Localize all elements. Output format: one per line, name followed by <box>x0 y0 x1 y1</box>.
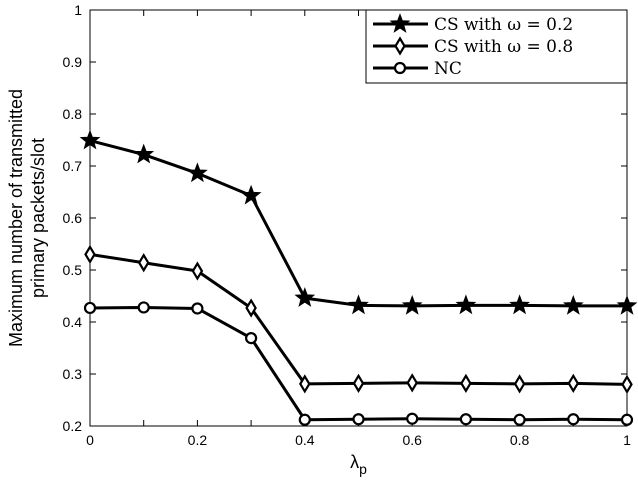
y-axis-label-line2: primary packets/slot <box>28 138 48 298</box>
data-point <box>133 143 155 164</box>
y-tick-label: 0.6 <box>63 210 83 226</box>
data-point <box>406 373 418 393</box>
x-tick-label: 0.2 <box>188 432 208 448</box>
data-point <box>401 294 423 315</box>
data-point <box>459 413 472 426</box>
data-point <box>460 373 472 393</box>
data-point <box>513 413 526 426</box>
x-axis-label-main: λ <box>350 452 359 472</box>
legend-marker <box>393 61 407 75</box>
data-point <box>567 413 580 426</box>
y-tick-label: 0.7 <box>63 158 83 174</box>
x-tick-label: 0 <box>86 432 94 448</box>
legend: CS with ω = 0.2CS with ω = 0.8NC <box>365 9 628 84</box>
data-point <box>621 374 633 395</box>
legend-entry: NC <box>373 59 462 79</box>
legend-entry: CS with ω = 0.2 <box>373 13 573 35</box>
series-3 <box>83 301 634 426</box>
y-axis-label: Maximum number of transmitted primary pa… <box>6 89 48 347</box>
x-axis-label: λp <box>350 452 367 477</box>
x-tick-label: 0.4 <box>295 432 315 448</box>
data-point <box>455 294 477 315</box>
series-2 <box>84 244 633 395</box>
data-point <box>348 294 369 315</box>
data-point <box>84 244 96 265</box>
legend-marker <box>389 13 411 33</box>
data-point <box>567 373 580 393</box>
x-tick-label: 1 <box>623 432 631 448</box>
legend-marker <box>394 36 406 56</box>
legend-label: CS with ω = 0.2 <box>434 15 573 35</box>
y-tick-label: 0.2 <box>63 418 83 434</box>
data-point <box>352 413 365 426</box>
data-point <box>187 162 208 183</box>
series-line <box>89 139 627 308</box>
y-tick-label: 0.9 <box>63 54 83 70</box>
legend-label: NC <box>434 59 462 79</box>
x-tick-label: 0.8 <box>510 432 530 448</box>
data-point <box>513 374 526 394</box>
data-point <box>191 261 204 281</box>
data-point <box>137 301 150 314</box>
y-tick-label: 0.5 <box>63 262 83 278</box>
x-axis-label-subscript: p <box>359 461 367 477</box>
y-axis-label-line1: Maximum number of transmitted <box>6 89 26 347</box>
data-point <box>616 294 638 315</box>
series-1 <box>79 129 638 315</box>
data-point <box>245 332 258 345</box>
data-point <box>83 301 97 315</box>
series-layer <box>79 129 638 426</box>
x-tick-label: 0.6 <box>402 432 422 448</box>
data-point <box>240 184 262 205</box>
data-point <box>509 294 530 315</box>
data-point <box>191 302 204 315</box>
series-line <box>89 252 628 386</box>
data-point <box>352 373 365 393</box>
series-line <box>89 305 628 422</box>
data-point <box>294 287 316 307</box>
data-point <box>620 413 634 426</box>
data-point <box>299 374 311 394</box>
data-point <box>79 129 101 150</box>
data-point <box>562 294 584 315</box>
y-tick-label: 0.3 <box>63 366 83 382</box>
data-point <box>137 253 150 273</box>
y-tick-label: 0.8 <box>63 106 83 122</box>
legend-entry: CS with ω = 0.8 <box>373 36 573 57</box>
legend-label: CS with ω = 0.8 <box>434 37 573 57</box>
y-tick-label: 0.4 <box>63 314 83 330</box>
data-point <box>298 413 311 426</box>
data-point <box>406 412 419 425</box>
data-point <box>245 298 257 318</box>
y-tick-label: 1 <box>74 2 82 18</box>
